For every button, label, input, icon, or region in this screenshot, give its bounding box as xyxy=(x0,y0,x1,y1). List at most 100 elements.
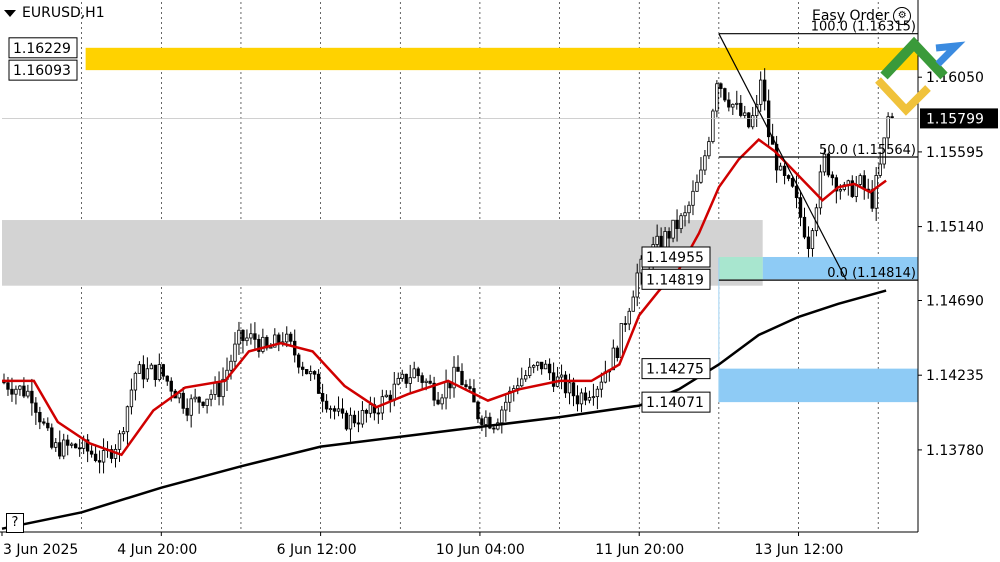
gear-icon[interactable]: ⚙ xyxy=(893,7,912,25)
candle-body xyxy=(18,385,22,390)
candle-body xyxy=(237,329,241,345)
candle-body xyxy=(269,346,273,349)
fibonacci-tool[interactable]: 100.0 (1.16315) 50.0 (1.15564) 0.0 (1.1481… xyxy=(718,20,918,281)
candle-body xyxy=(591,396,596,399)
candle-body xyxy=(484,416,488,425)
candle-body xyxy=(364,410,369,414)
candle-body xyxy=(324,400,329,410)
candle-body xyxy=(830,174,835,179)
candle-body xyxy=(209,394,213,400)
dropdown-triangle-icon[interactable] xyxy=(4,9,16,17)
candle-body xyxy=(165,375,169,382)
easy-order-panel[interactable]: Easy Order ⚙ xyxy=(812,7,912,25)
candle-body xyxy=(611,347,616,371)
candle-body xyxy=(121,431,126,435)
candle-body xyxy=(810,230,815,250)
candle-body xyxy=(137,364,142,374)
candle-body xyxy=(874,175,878,209)
candle-body xyxy=(153,364,158,381)
candle-body xyxy=(10,388,14,395)
candle-body xyxy=(30,390,34,404)
zone-labels: 1.16229 1.16093 1.14955 1.14819 1.14275 1.140… xyxy=(8,37,711,413)
candle-body xyxy=(312,371,317,375)
candle-body xyxy=(70,443,74,446)
candle-body xyxy=(161,364,165,377)
candle-body xyxy=(249,333,253,339)
candle-body xyxy=(671,219,675,239)
candle-body xyxy=(101,450,106,463)
y-tick-label: 1.15140 xyxy=(926,220,984,236)
ma-slow-line xyxy=(1,289,887,530)
candle-body xyxy=(703,155,707,171)
symbol-title[interactable]: EURUSD,H1 xyxy=(4,5,105,21)
candle-body xyxy=(340,408,345,414)
fib-level-label: 0.0 (1.14814) xyxy=(827,266,916,281)
label-supply-top-box xyxy=(8,37,78,59)
candle-body xyxy=(619,323,623,359)
current-price-label: 1.15799 xyxy=(926,111,984,127)
candle-body xyxy=(197,396,201,403)
fib-level-label: 100.0 (1.16315) xyxy=(811,20,916,35)
candle-body xyxy=(50,427,54,448)
candle-body xyxy=(595,388,600,398)
candle-body xyxy=(687,204,691,214)
candle-body xyxy=(360,410,365,425)
label-demand-upper-top-box xyxy=(641,246,711,268)
help-button[interactable]: ? xyxy=(6,513,24,533)
candle-body xyxy=(189,398,193,416)
label-demand-lower-top-box xyxy=(641,358,711,380)
candle-body xyxy=(456,366,460,372)
candle-body xyxy=(62,439,66,457)
easy-order-label[interactable]: Easy Order xyxy=(812,8,890,24)
candle-body xyxy=(508,390,512,403)
candle-body xyxy=(157,364,161,381)
candle-body xyxy=(731,103,735,108)
candle-body xyxy=(400,373,404,379)
x-tick-label: 10 Jun 04:00 xyxy=(436,542,525,558)
x-tick-label: 4 Jun 20:00 xyxy=(117,542,197,558)
candle-body xyxy=(551,372,556,387)
x-tick-label: 13 Jun 12:00 xyxy=(755,542,844,558)
candle-body xyxy=(790,178,795,187)
zone-demand-upper-overlap xyxy=(718,256,763,280)
candle-body xyxy=(739,102,743,116)
candle-body xyxy=(201,401,205,406)
candle-body xyxy=(691,190,695,206)
candle-body xyxy=(563,374,568,394)
candle-body xyxy=(539,361,544,370)
candle-body xyxy=(623,323,627,325)
label-demand-upper-bottom: 1.14819 xyxy=(646,272,704,288)
candle-body xyxy=(683,212,687,217)
candle-body xyxy=(543,363,548,370)
label-demand-upper-bottom-box xyxy=(641,268,711,290)
candle-body xyxy=(408,377,412,384)
candle-body xyxy=(524,375,528,380)
candle-body xyxy=(460,370,464,386)
candle-body xyxy=(38,411,42,423)
candle-body xyxy=(818,171,823,209)
candle-body xyxy=(54,442,58,448)
candle-body xyxy=(468,386,472,389)
candle-body xyxy=(304,369,309,375)
candle-body xyxy=(384,394,388,398)
candle-body xyxy=(575,395,580,405)
ma-fast-line xyxy=(2,137,887,457)
candle-body xyxy=(66,439,70,446)
candle-body xyxy=(336,408,341,412)
candle-body xyxy=(308,371,313,375)
candle-body xyxy=(396,377,400,385)
candle-body xyxy=(751,115,755,128)
candle-body xyxy=(723,88,727,101)
candle-body xyxy=(301,366,305,370)
candle-body xyxy=(782,165,787,176)
candle-body xyxy=(838,189,843,192)
candle-body xyxy=(85,439,90,452)
candle-body xyxy=(878,163,882,176)
candle-body xyxy=(520,378,524,387)
candle-body xyxy=(289,333,293,342)
candle-body xyxy=(109,449,114,459)
candle-body xyxy=(376,412,381,415)
candle-body xyxy=(277,334,281,343)
candle-body xyxy=(428,380,432,384)
